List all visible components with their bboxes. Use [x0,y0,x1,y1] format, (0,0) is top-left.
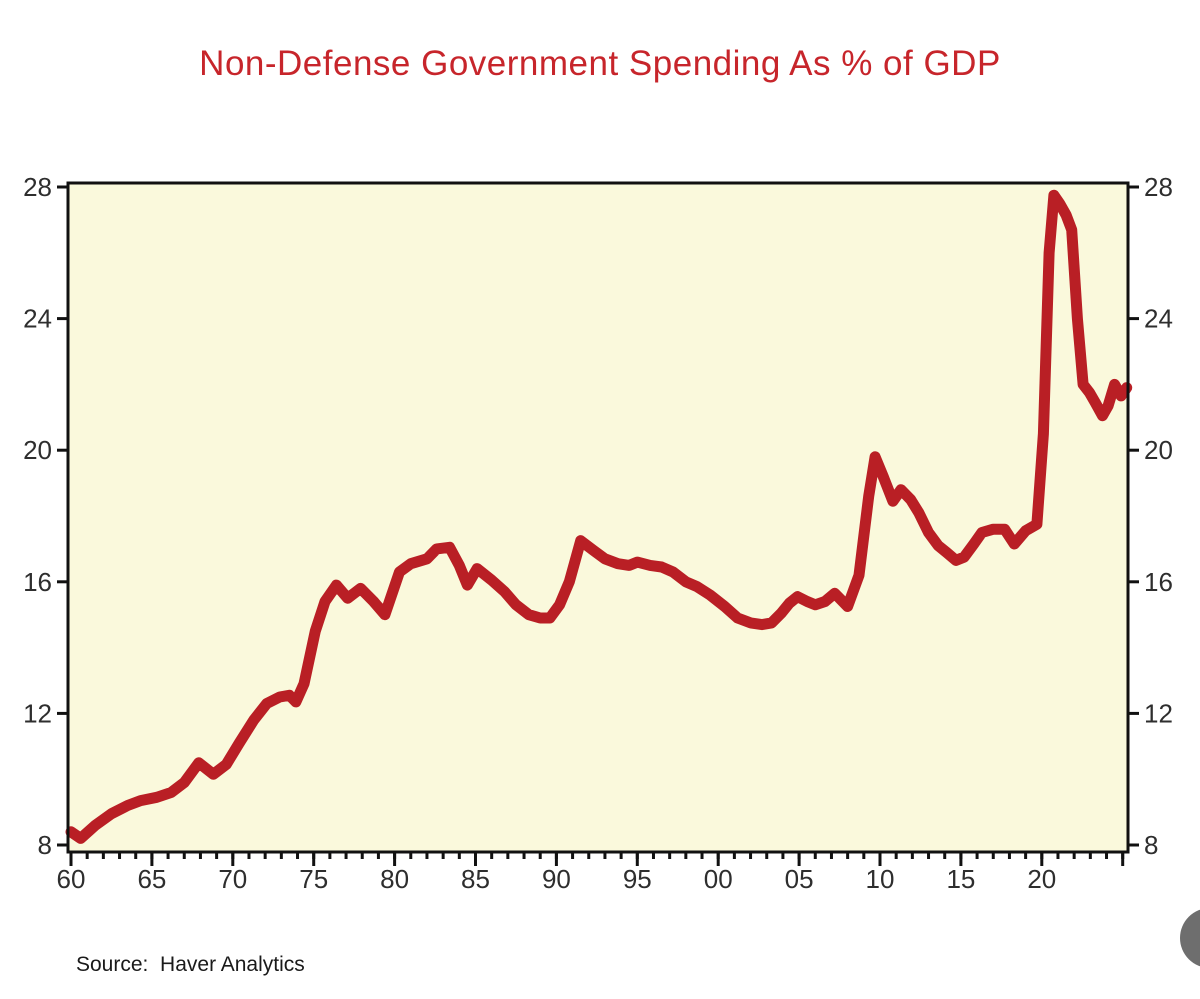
x-axis-tick-label: 80 [380,864,409,894]
x-axis-tick-label: 70 [218,864,247,894]
x-axis-tick-label: 65 [137,864,166,894]
y-axis-left-tick-label: 16 [23,567,52,597]
y-axis-right-tick-label: 8 [1144,830,1158,860]
chart-title: Non-Defense Government Spending As % of … [199,44,1001,83]
y-axis-right-tick-label: 20 [1144,435,1173,465]
x-axis-tick-label: 75 [299,864,328,894]
floating-button-partial[interactable] [1180,908,1200,968]
x-axis-tick-label: 20 [1027,864,1056,894]
y-axis-right-tick-label: 24 [1144,304,1173,334]
y-axis-left-tick-label: 28 [23,172,52,202]
y-axis-left-tick-label: 8 [38,830,52,860]
source-label: Source: Haver Analytics [76,953,305,976]
x-axis-tick-label: 95 [623,864,652,894]
x-axis-tick-label: 00 [704,864,733,894]
x-axis-tick-label: 15 [946,864,975,894]
plot-area [68,183,1128,852]
x-axis-tick-label: 90 [542,864,571,894]
plot-frame [66,181,1130,854]
series-line [65,189,1133,844]
y-axis-right-tick-label: 16 [1144,567,1173,597]
y-axis-right-tick-label: 28 [1144,172,1173,202]
y-axis-right-tick-label: 12 [1144,698,1173,728]
x-axis-tick-label: 85 [461,864,490,894]
x-axis-tick-label: 10 [866,864,895,894]
x-axis-tick-label: 05 [785,864,814,894]
y-axis-left-tick-label: 20 [23,435,52,465]
x-axis-tick-label: 60 [57,864,86,894]
y-axis-left-tick-label: 24 [23,304,52,334]
y-axis-left-tick-label: 12 [23,698,52,728]
